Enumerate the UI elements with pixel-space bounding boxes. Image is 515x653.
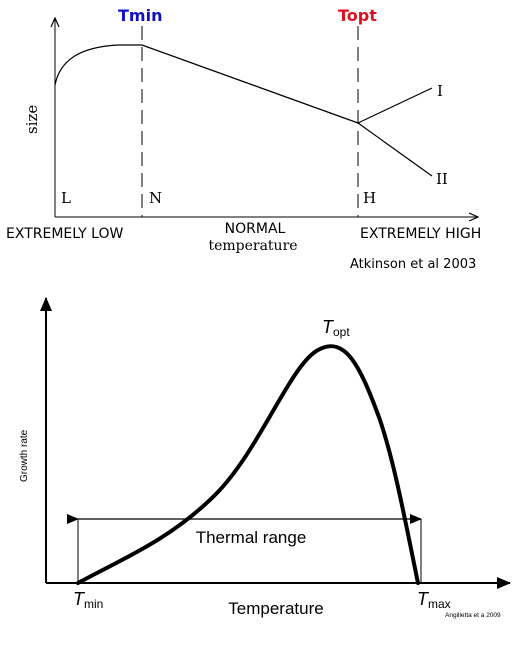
topt-curve-label: Topt xyxy=(322,317,350,339)
tmax-axis-label: Tmax xyxy=(417,589,451,611)
extremely-low-label: EXTREMELY LOW xyxy=(6,226,124,242)
h-label: H xyxy=(363,189,376,207)
normal-label: NORMAL xyxy=(225,221,286,237)
temperature-axis-label: Temperature xyxy=(228,599,323,618)
thermal-range-label: Thermal range xyxy=(196,528,307,547)
growth-rate-axis-label: Growth rate xyxy=(19,429,30,482)
l-label: L xyxy=(61,189,71,207)
size-axis-label: size xyxy=(23,105,41,134)
angilletta-citation: Angilletta et a 2009 xyxy=(445,612,501,619)
tmin-label: Tmin xyxy=(118,6,162,25)
branch-ii-label: II xyxy=(436,170,448,188)
atkinson-citation: Atkinson et al 2003 xyxy=(350,257,476,272)
topt-label: Topt xyxy=(338,6,377,25)
branch-ii-line xyxy=(357,122,433,177)
branch-i-label: I xyxy=(437,82,443,100)
growth-rate-curve xyxy=(76,344,420,585)
branch-i-line xyxy=(357,87,433,124)
n-label: N xyxy=(149,189,162,207)
tmin-axis-label: Tmin xyxy=(73,589,103,611)
size-temperature-diagram: Tmin Topt size I II L N H EXTREMELY LOW … xyxy=(6,6,481,272)
temperature-label: temperature xyxy=(208,238,297,254)
thermal-performance-curve: Topt Growth rate Thermal range Tmin Temp… xyxy=(19,297,511,619)
size-curve xyxy=(54,44,359,124)
extremely-high-label: EXTREMELY HIGH xyxy=(360,226,481,242)
